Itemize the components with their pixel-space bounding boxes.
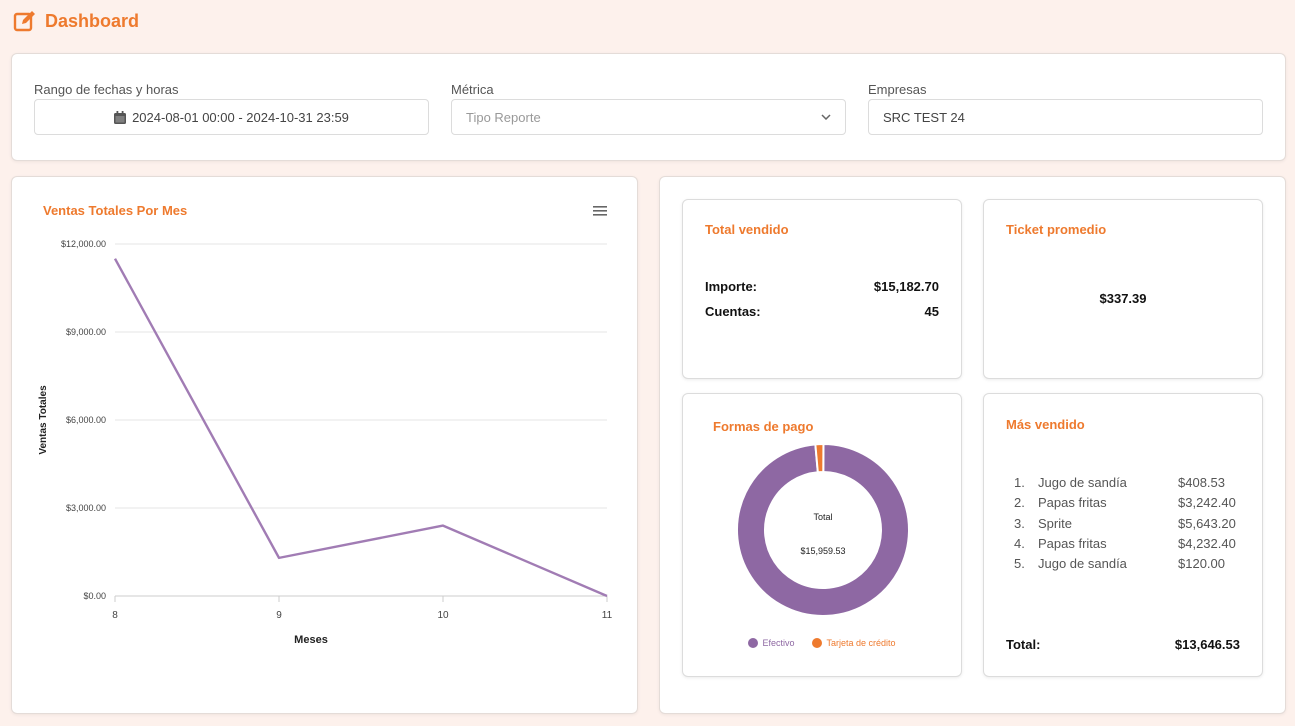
item-value: $3,242.40 <box>1178 495 1236 510</box>
item-name: Jugo de sandía <box>1038 556 1127 571</box>
ticket-value: $337.39 <box>1099 291 1147 306</box>
item-value: $5,643.20 <box>1178 516 1236 531</box>
importe-value: $15,182.70 <box>873 279 939 294</box>
filters-panel: Rango de fechas y horas 2024-08-01 00:00… <box>11 53 1286 161</box>
sales-line-chart: $0.00 $3,000.00 $6,000.00 $9,000.00 $12,000.… <box>38 239 613 646</box>
item-number: 5. <box>1014 556 1025 571</box>
cuentas-value: 45 <box>924 304 939 319</box>
legend-label: Efectivo <box>762 638 795 648</box>
chart-title: Ventas Totales Por Mes <box>43 203 188 218</box>
x-tick-label: 8 <box>112 610 118 621</box>
item-number: 1. <box>1014 475 1025 490</box>
importe-row: Importe: $15,182.70 <box>705 279 939 294</box>
y-tick-label: $3,000.00 <box>66 503 106 513</box>
donut-legend: Efectivo Tarjeta de crédito <box>683 638 961 648</box>
date-range-label: Rango de fechas y horas <box>34 82 179 97</box>
total-label: Total: <box>1006 637 1041 652</box>
page-title: Dashboard <box>45 10 140 31</box>
item-value: $120.00 <box>1178 556 1225 571</box>
item-name: Sprite <box>1038 516 1072 531</box>
formas-pago-card: Formas de pago Total $15,959.53 Efectivo … <box>682 393 962 677</box>
total-vendido-title: Total vendido <box>705 222 789 237</box>
metric-select[interactable]: Tipo Reporte <box>451 99 846 135</box>
legend-label: Tarjeta de crédito <box>826 638 896 648</box>
list-item: 3. Sprite $5,643.20 <box>1014 516 1242 531</box>
stats-panel: Total vendido Importe: $15,182.70 Cuenta… <box>659 176 1286 714</box>
x-tick-label: 10 <box>437 610 449 621</box>
metric-label: Métrica <box>451 82 494 97</box>
legend-dot-icon <box>748 638 759 648</box>
company-value: SRC TEST 24 <box>883 109 965 125</box>
donut-center-label: Total <box>813 512 832 522</box>
y-tick-label: $0.00 <box>83 591 106 601</box>
ticket-promedio-card: Ticket promedio $337.39 <box>983 199 1263 379</box>
donut-slice[interactable] <box>814 443 825 474</box>
edit-square-icon <box>13 11 35 32</box>
hamburger-menu-icon[interactable] <box>593 205 607 217</box>
ticket-title: Ticket promedio <box>1006 222 1107 237</box>
formas-pago-title: Formas de pago <box>713 419 814 434</box>
item-number: 3. <box>1014 516 1025 531</box>
total-vendido-card: Total vendido Importe: $15,182.70 Cuenta… <box>682 199 962 379</box>
page-header: Dashboard <box>13 9 139 33</box>
calendar-icon <box>114 110 127 124</box>
donut-center-value: $15,959.53 <box>800 546 845 556</box>
series-line[interactable] <box>113 258 608 598</box>
sales-chart-card: Ventas Totales Por Mes $0.00 $3,000.00 $6,… <box>11 176 638 714</box>
y-tick-label: $12,000.00 <box>61 239 106 249</box>
importe-label: Importe: <box>705 279 757 294</box>
mas-vendido-title: Más vendido <box>1006 417 1085 432</box>
payment-donut-chart: Total $15,959.53 <box>736 442 910 617</box>
company-label: Empresas <box>868 82 927 97</box>
total-value: $13,646.53 <box>1174 637 1240 652</box>
legend-tarjeta[interactable]: Tarjeta de crédito <box>812 638 896 648</box>
date-range-value: 2024-08-01 00:00 - 2024-10-31 23:59 <box>132 109 349 125</box>
list-item: 2. Papas fritas $3,242.40 <box>1014 495 1242 510</box>
y-axis-label: Ventas Totales <box>38 385 49 455</box>
item-value: $4,232.40 <box>1178 536 1236 551</box>
item-number: 4. <box>1014 536 1025 551</box>
item-value: $408.53 <box>1178 475 1225 490</box>
company-input[interactable]: SRC TEST 24 <box>868 99 1263 135</box>
item-name: Jugo de sandía <box>1038 475 1127 490</box>
legend-dot-icon <box>812 638 823 648</box>
x-axis-label: Meses <box>294 634 328 646</box>
item-number: 2. <box>1014 495 1025 510</box>
list-item: 1. Jugo de sandía $408.53 <box>1014 475 1242 490</box>
date-range-input[interactable]: 2024-08-01 00:00 - 2024-10-31 23:59 <box>34 99 429 135</box>
legend-efectivo[interactable]: Efectivo <box>748 638 794 648</box>
y-tick-label: $6,000.00 <box>66 415 106 425</box>
chevron-down-icon <box>821 114 831 120</box>
mas-vendido-card: Más vendido 1. Jugo de sandía $408.53 2.… <box>983 393 1263 677</box>
item-name: Papas fritas <box>1038 536 1107 551</box>
donut-slice[interactable] <box>736 442 910 617</box>
item-name: Papas fritas <box>1038 495 1107 510</box>
metric-placeholder: Tipo Reporte <box>466 109 541 125</box>
mas-vendido-total-row: Total: $13,646.53 <box>1006 637 1240 652</box>
x-tick-label: 9 <box>276 610 282 621</box>
list-item: 4. Papas fritas $4,232.40 <box>1014 536 1242 551</box>
y-tick-label: $9,000.00 <box>66 327 106 337</box>
cuentas-row: Cuentas: 45 <box>705 304 939 319</box>
list-item: 5. Jugo de sandía $120.00 <box>1014 556 1242 571</box>
cuentas-label: Cuentas: <box>705 304 761 319</box>
x-tick-label: 11 <box>602 610 613 621</box>
